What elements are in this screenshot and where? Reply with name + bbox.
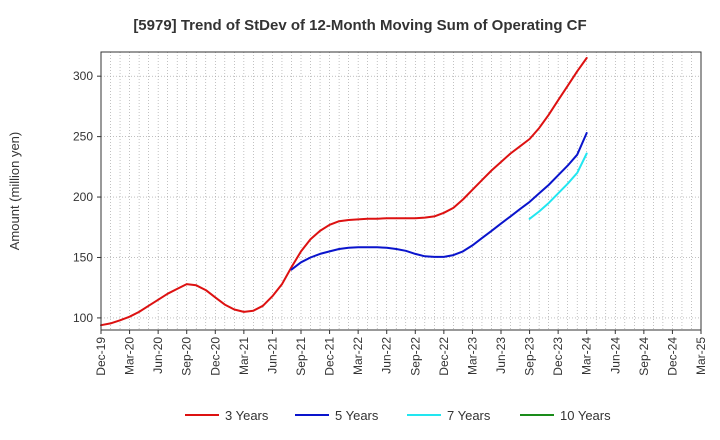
series-line-3 [528,152,588,220]
legend-label: 7 Years [447,408,491,423]
plot-area [101,52,701,330]
x-tick-label: Dec-19 [94,337,108,376]
x-tick-label: Mar-25 [694,337,708,375]
x-tick-label: Jun-24 [608,337,622,374]
series-group [100,57,588,327]
x-tick-label: Sep-20 [180,337,194,376]
x-tick-label: Dec-22 [437,337,451,376]
x-tick-label: Dec-23 [551,337,565,376]
legend: 3 Years 5 Years 7 Years 10 Years [185,408,611,423]
x-tick-label: Sep-23 [523,337,537,376]
x-tick-label: Sep-22 [408,337,422,376]
x-tick-label: Mar-20 [123,337,137,375]
y-tick-label: 150 [73,250,93,264]
y-tick-label: 200 [73,190,93,204]
x-tick-label: Jun-20 [151,337,165,374]
legend-label: 3 Years [225,408,269,423]
series-line-2 [290,132,588,271]
x-tick-label: Mar-22 [351,337,365,375]
x-tick-label: Jun-23 [494,337,508,374]
legend-label: 5 Years [335,408,379,423]
y-tick-labels: 100 150 200 250 300 [73,69,101,325]
x-tick-label: Mar-21 [237,337,251,375]
x-tick-label: Mar-23 [465,337,479,375]
x-tick-label: Jun-22 [380,337,394,374]
x-tick-label: Dec-21 [323,337,337,376]
chart-title: [5979] Trend of StDev of 12-Month Moving… [133,17,586,34]
y-tick-label: 100 [73,311,93,325]
series-line-1 [100,57,588,327]
x-tick-labels: Dec-19 Mar-20 Jun-20 Sep-20 Dec-20 Mar-21 Jun-… [94,330,708,376]
x-tick-label: Mar-24 [580,337,594,375]
legend-item: 3 Years [185,408,269,423]
x-tick-label: Jun-21 [265,337,279,374]
legend-item: 5 Years [295,408,379,423]
legend-item: 7 Years [407,408,491,423]
x-tick-label: Sep-24 [637,337,651,376]
plot-frame [100,51,702,331]
y-tick-label: 250 [73,130,93,144]
legend-label: 10 Years [560,408,611,423]
x-tick-label: Sep-21 [294,337,308,376]
y-axis-label: Amount (million yen) [7,132,22,251]
y-tick-label: 300 [73,69,93,83]
legend-item: 10 Years [520,408,611,423]
x-tick-label: Dec-24 [665,337,679,376]
x-tick-label: Dec-20 [208,337,222,376]
